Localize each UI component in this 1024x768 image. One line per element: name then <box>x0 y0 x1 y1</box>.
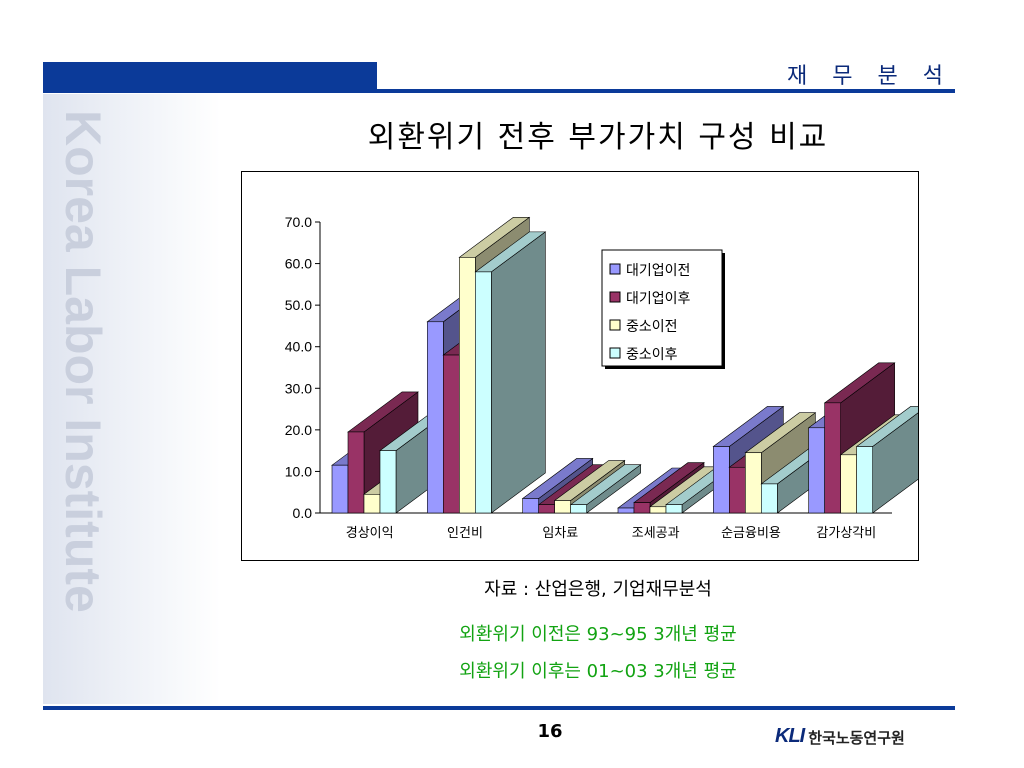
bar <box>538 504 555 514</box>
bar <box>633 502 651 514</box>
bar <box>347 431 365 514</box>
legend-label: 중소이후 <box>626 347 678 363</box>
bar <box>363 493 381 514</box>
y-tick-label: 0.0 <box>293 505 313 521</box>
after-period-note: 외환위기 이후는 01~03 3개년 평균 <box>459 661 737 682</box>
bar <box>617 507 635 514</box>
page-number: 16 <box>537 721 563 742</box>
bar <box>427 321 444 514</box>
legend-label: 대기업이전 <box>626 263 690 279</box>
y-tick-label: 40.0 <box>285 339 312 355</box>
y-tick-label: 50.0 <box>285 297 312 313</box>
bar <box>570 504 587 514</box>
legend-swatch <box>609 319 621 331</box>
bar <box>522 498 539 514</box>
legend-box <box>601 249 723 367</box>
bar <box>475 271 492 514</box>
before-period-note: 외환위기 이전은 93~95 3개년 평균 <box>459 624 737 645</box>
logo-text: 한국노동연구원 <box>808 729 905 747</box>
side-watermark: Korea Labor Institute <box>55 110 111 613</box>
header-accent-bar <box>43 62 377 92</box>
bar <box>808 427 825 514</box>
legend-swatch <box>609 263 621 275</box>
y-tick-label: 70.0 <box>285 214 312 230</box>
x-tick-label: 순금융비용 <box>721 526 781 541</box>
bar <box>729 466 746 514</box>
logo-mark: KLI <box>775 725 805 747</box>
bar <box>379 450 397 514</box>
legend-swatch <box>609 347 621 359</box>
bar-chart: 0.0 10.0 20.0 30.0 40.0 50.0 60.0 70.0 경상이익 인건비 임차… <box>285 214 918 541</box>
bar <box>649 506 667 514</box>
footer-rule <box>43 706 955 710</box>
section-title: 재 무 분 석 <box>787 64 952 89</box>
y-tick-label: 60.0 <box>285 256 312 272</box>
bar <box>713 446 730 514</box>
x-tick-label: 경상이익 <box>346 526 394 541</box>
x-tick-label: 임차료 <box>542 526 578 541</box>
legend-swatch <box>609 291 621 303</box>
bar <box>840 454 857 514</box>
x-tick-label: 인건비 <box>447 526 483 541</box>
header-rule <box>43 89 955 93</box>
slide-title: 외환위기 전후 부가가치 구성 비교 <box>367 120 829 155</box>
bar <box>856 446 873 514</box>
bar <box>554 500 571 514</box>
y-tick-label: 20.0 <box>285 422 312 438</box>
side-band <box>43 94 221 704</box>
y-tick-label: 10.0 <box>285 463 312 479</box>
bar <box>761 483 778 514</box>
bar-side <box>491 231 546 514</box>
bar <box>745 452 762 514</box>
legend-label: 중소이전 <box>626 319 678 335</box>
bar <box>824 402 841 514</box>
bar <box>331 464 349 514</box>
x-tick-label: 조세공과 <box>632 526 680 541</box>
kli-logo: KLI 한국노동연구원 <box>775 725 905 748</box>
chart-frame: 0.0 10.0 20.0 30.0 40.0 50.0 60.0 70.0 경상이익 인건비 임차… <box>241 171 919 561</box>
bar <box>665 504 683 514</box>
source-note: 자료 : 산업은행, 기업재무분석 <box>484 579 712 600</box>
y-tick-label: 30.0 <box>285 380 312 396</box>
bar <box>459 257 476 514</box>
x-tick-label: 감가상각비 <box>816 526 876 541</box>
bar <box>443 354 460 514</box>
legend-label: 대기업이후 <box>626 291 691 307</box>
